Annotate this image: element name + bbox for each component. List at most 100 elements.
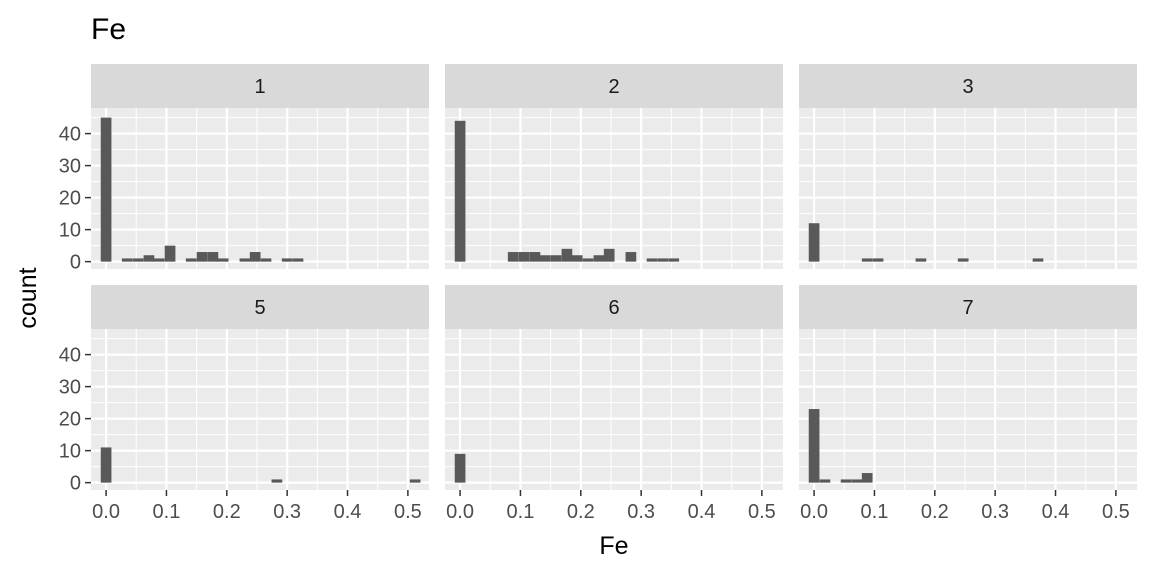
y-tick-label: 10	[59, 220, 81, 242]
histogram-bar	[625, 252, 637, 262]
histogram-bar	[164, 245, 176, 262]
y-tick-label: 0	[70, 473, 81, 495]
facet-strip	[445, 285, 783, 329]
panel-background	[445, 108, 783, 269]
y-tick-label: 20	[59, 409, 81, 431]
histogram-bar	[957, 258, 969, 262]
histogram-bar	[550, 255, 562, 262]
histogram-bar	[561, 248, 573, 262]
histogram-bar	[271, 479, 283, 483]
y-tick-label: 30	[59, 156, 81, 178]
panel-background	[91, 329, 429, 490]
x-tick-label: 0.1	[507, 501, 535, 523]
histogram-bar	[196, 252, 208, 262]
histogram-bar	[646, 258, 658, 262]
histogram-bar	[593, 255, 605, 262]
y-tick-label: 0	[70, 252, 81, 274]
facet-strip	[799, 285, 1137, 329]
x-tick-label: 0.0	[92, 501, 120, 523]
y-tick-label: 40	[59, 345, 81, 367]
facet-strip-label: 3	[962, 76, 973, 98]
histogram-bar	[571, 255, 583, 262]
histogram-bar	[840, 479, 852, 483]
facet-3: 3	[799, 64, 1137, 269]
facet-strip-label: 2	[608, 76, 619, 98]
histogram-bar	[861, 258, 873, 262]
x-tick-label: 0.1	[861, 501, 889, 523]
x-tick-label: 0.0	[800, 501, 828, 523]
histogram-bar	[185, 258, 197, 262]
histogram-bar	[249, 252, 261, 262]
x-tick-label: 0.1	[153, 501, 181, 523]
facet-5: 5 0 10 20 30 40 0.0 0.1 0.2 0.3 0.4 0.5	[59, 285, 429, 523]
histogram-bar	[121, 258, 133, 262]
facet-7: 7 0.0 0.1 0.2 0.3 0.4 0.5	[799, 285, 1137, 523]
facet-2: 2	[445, 64, 783, 269]
histogram-bar	[100, 447, 112, 483]
histogram-bar	[239, 258, 251, 262]
histogram-bar	[507, 252, 519, 262]
y-tick-label: 40	[59, 124, 81, 146]
histogram-bar	[657, 258, 669, 262]
histogram-bar	[851, 479, 863, 483]
facet-strip-label: 5	[254, 297, 265, 319]
histogram-bar	[529, 252, 541, 262]
histogram-bar	[582, 258, 594, 262]
x-tick-label: 0.5	[748, 501, 776, 523]
facet-strip-label: 1	[254, 76, 265, 98]
panel-background	[799, 329, 1137, 490]
x-tick-label: 0.2	[921, 501, 949, 523]
x-tick-label: 0.3	[981, 501, 1009, 523]
x-axis-title: Fe	[599, 532, 628, 560]
histogram-bar	[143, 255, 155, 262]
histogram-bar	[454, 453, 466, 483]
histogram-bar	[1032, 258, 1044, 262]
x-tick-label: 0.4	[334, 501, 362, 523]
histogram-bar	[808, 223, 820, 262]
histogram-bar	[808, 409, 820, 483]
x-tick-label: 0.3	[273, 501, 301, 523]
histogram-bar	[603, 248, 615, 262]
histogram-bar	[132, 258, 144, 262]
histogram-bar	[861, 473, 873, 483]
x-tick-label: 0.2	[213, 501, 241, 523]
panel-background	[445, 329, 783, 490]
y-tick-label: 30	[59, 377, 81, 399]
y-tick-label: 10	[59, 441, 81, 463]
histogram-bar	[454, 120, 466, 262]
histogram-bar	[292, 258, 304, 262]
histogram-bar	[153, 258, 165, 262]
x-tick-label: 0.0	[446, 501, 474, 523]
histogram-bar	[915, 258, 927, 262]
x-tick-label: 0.5	[394, 501, 422, 523]
x-tick-label: 0.4	[688, 501, 716, 523]
panel-background	[799, 108, 1137, 269]
y-tick-label: 20	[59, 188, 81, 210]
x-tick-label: 0.2	[567, 501, 595, 523]
panel-background	[91, 108, 429, 269]
histogram-bar	[281, 258, 293, 262]
histogram-bar	[872, 258, 884, 262]
histogram-bar	[207, 252, 219, 262]
y-axis-title: count	[14, 267, 42, 328]
histogram-bar	[217, 258, 229, 262]
facet-strip-label: 7	[962, 297, 973, 319]
facet-strip	[91, 64, 429, 108]
histogram-bar	[668, 258, 680, 262]
chart-title: Fe	[91, 13, 126, 46]
histogram-bar	[819, 479, 831, 483]
x-tick-label: 0.3	[627, 501, 655, 523]
histogram-bar	[539, 255, 551, 262]
x-tick-label: 0.5	[1102, 501, 1130, 523]
histogram-bar	[100, 117, 112, 262]
facet-strip	[445, 64, 783, 108]
histogram-bar	[260, 258, 272, 262]
facet-strip-label: 6	[608, 297, 619, 319]
facet-6: 6 0.0 0.1 0.2 0.3 0.4 0.5	[445, 285, 783, 523]
facet-strip	[91, 285, 429, 329]
histogram-bar	[409, 479, 421, 483]
facet-strip	[799, 64, 1137, 108]
